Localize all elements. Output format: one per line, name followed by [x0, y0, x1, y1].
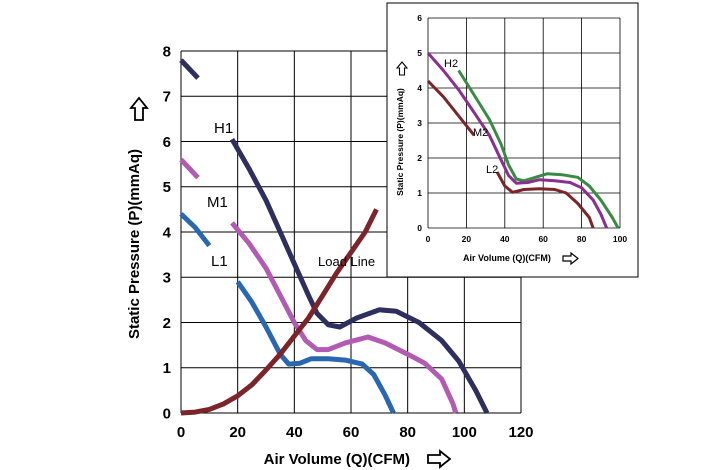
inset-chart-panel	[386, 2, 639, 278]
inset-y-tick-label: 1	[417, 188, 422, 198]
main-curve-label-load-line: Load Line	[318, 254, 375, 269]
main-y-tick-label: 3	[163, 270, 171, 287]
main-series-line-m1	[230, 221, 459, 414]
main-y-tick-label: 7	[163, 89, 171, 106]
inset-x-tick-label: 80	[577, 234, 587, 244]
inset-series-line-l2	[495, 171, 595, 229]
inset-x-tick-label: 60	[538, 234, 548, 244]
main-curve-label-m1: M1	[207, 194, 228, 211]
main-curve-label-h1: H1	[214, 120, 233, 137]
inset-x-tick-label: 100	[613, 234, 627, 244]
inset-y-tick-label: 4	[417, 83, 422, 93]
main-series-line-h1	[179, 58, 200, 80]
main-y-tick-label: 1	[163, 360, 171, 377]
inset-chart-ticks: 0 20 40 60 80 100 0 1 2 3 4 5 6	[417, 13, 627, 244]
inset-x-tick-label: 20	[462, 234, 472, 244]
inset-curve-label-m2: M2	[473, 127, 488, 139]
inset-x-axis-arrow-icon	[562, 251, 579, 266]
inset-curve-label-h2: H2	[444, 58, 458, 70]
inset-y-tick-label: 3	[417, 118, 422, 128]
main-x-tick-label: 0	[177, 424, 185, 441]
main-y-axis-arrow-icon	[129, 96, 149, 121]
main-x-tick-label: 40	[286, 424, 303, 441]
main-series-line-l1	[179, 212, 212, 248]
main-series-line-m1	[179, 157, 200, 180]
inset-y-tick-label: 2	[417, 153, 422, 163]
main-y-tick-label: 6	[163, 134, 171, 151]
main-y-axis-title: Static Pressure (P)(mmAq)	[126, 149, 143, 339]
main-series-line-load-line	[180, 208, 379, 416]
main-y-tick-label: 5	[163, 179, 171, 196]
inset-y-tick-label: 5	[417, 48, 422, 58]
main-x-axis-title: Air Volume (Q)(CFM)	[264, 451, 410, 468]
main-y-tick-label: 4	[163, 224, 172, 241]
main-x-tick-label: 100	[452, 424, 477, 441]
inset-x-axis-title: Air Volume (Q)(CFM)	[463, 253, 551, 263]
inset-series-line-h2	[457, 69, 620, 229]
main-y-tick-label: 2	[163, 315, 171, 332]
main-series-line-l1	[235, 280, 396, 415]
inset-series-line-m2	[426, 52, 608, 229]
inset-y-tick-label: 0	[417, 223, 422, 233]
inset-x-tick-label: 40	[500, 234, 510, 244]
inset-y-axis-title: Static Pressure (P)(mmAq)	[395, 88, 405, 196]
inset-chart-series	[426, 52, 620, 229]
inset-y-axis-arrow-icon	[395, 61, 409, 76]
main-x-tick-label: 60	[343, 424, 360, 441]
inset-x-tick-label: 0	[426, 234, 431, 244]
inset-y-tick-label: 6	[417, 13, 422, 23]
main-chart-curve-labels: H1 M1 L1 Load Line	[207, 120, 375, 270]
inset-chart-curve-labels: H2 M2 L2	[444, 58, 498, 176]
main-x-axis-arrow-icon	[427, 449, 452, 469]
main-chart-series	[179, 58, 490, 416]
main-x-tick-label: 20	[229, 424, 246, 441]
main-series-line-h1	[229, 137, 490, 415]
main-curve-label-l1: L1	[211, 253, 228, 270]
main-x-tick-label: 80	[399, 424, 416, 441]
inset-series-line-l2	[426, 79, 476, 137]
main-y-tick-label: 0	[163, 405, 171, 422]
main-y-tick-label: 8	[163, 43, 171, 60]
main-x-tick-label: 120	[508, 424, 533, 441]
inset-curve-label-l2: L2	[486, 164, 498, 176]
